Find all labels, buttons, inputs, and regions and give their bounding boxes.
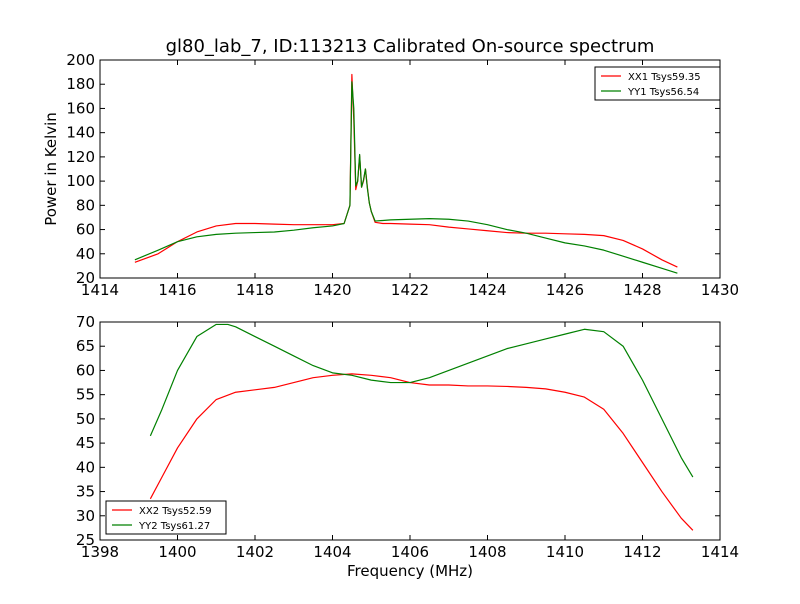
y-tick-label: 60 (76, 361, 95, 379)
x-tick-label: 1416 (158, 281, 196, 299)
x-tick-label: 1404 (313, 543, 351, 561)
y-tick-label: 60 (76, 221, 95, 239)
x-tick-label: 1408 (468, 543, 506, 561)
x-tick-label: 1410 (546, 543, 584, 561)
x-tick-label: 1428 (623, 281, 661, 299)
y-tick-label: 80 (76, 196, 95, 214)
y-tick-label: 180 (66, 75, 95, 93)
legend-label-1: XX1 Tsys59.35 (628, 72, 701, 83)
y-tick-label: 40 (76, 245, 95, 263)
y-tick-label: 30 (76, 507, 95, 525)
x-tick-label: 1414 (81, 281, 119, 299)
y-axis-title: Power in Kelvin (42, 112, 60, 226)
legend-label-1: XX2 Tsys52.59 (139, 506, 212, 517)
y-tick-label: 140 (66, 124, 95, 142)
y-tick-label: 160 (66, 99, 95, 117)
legend-box (105, 500, 227, 535)
x-axis-title: Frequency (MHz) (347, 562, 473, 580)
y-tick-label: 200 (66, 51, 95, 69)
x-tick-label: 1418 (236, 281, 274, 299)
y-tick-label: 55 (76, 386, 95, 404)
series-line-2 (149, 323, 694, 478)
x-tick-label: 1422 (391, 281, 429, 299)
legend-label-2: YY1 Tsys56.54 (627, 87, 699, 98)
y-tick-label: 65 (76, 337, 95, 355)
x-tick-label: 1420 (313, 281, 351, 299)
x-tick-label: 1426 (546, 281, 584, 299)
y-tick-label: 40 (76, 458, 95, 476)
y-tick-label: 20 (76, 269, 95, 287)
y-tick-label: 120 (66, 148, 95, 166)
x-tick-label: 1400 (158, 543, 196, 561)
y-tick-label: 25 (76, 531, 95, 549)
series-line-2 (134, 81, 678, 274)
legend-label-2: YY2 Tsys61.27 (138, 521, 210, 532)
x-tick-label: 1424 (468, 281, 506, 299)
y-tick-label: 100 (66, 172, 95, 190)
x-tick-label: 1398 (81, 543, 119, 561)
x-tick-label: 1414 (701, 543, 739, 561)
series-line-1 (149, 373, 694, 531)
y-tick-label: 35 (76, 483, 95, 501)
legend-box (594, 66, 721, 101)
x-tick-label: 1430 (701, 281, 739, 299)
y-tick-label: 70 (76, 313, 95, 331)
series-line-1 (134, 73, 678, 268)
y-tick-label: 45 (76, 434, 95, 452)
y-tick-label: 50 (76, 410, 95, 428)
x-tick-label: 1412 (623, 543, 661, 561)
x-tick-label: 1402 (236, 543, 274, 561)
chart-title: gl80_lab_7, ID:113213 Calibrated On-sour… (166, 36, 655, 57)
x-tick-label: 1406 (391, 543, 429, 561)
